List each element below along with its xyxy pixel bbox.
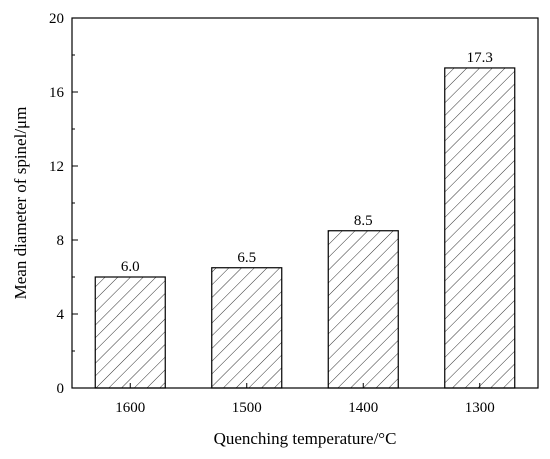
x-tick-label-1400: 1400 (348, 400, 378, 416)
data-label-1400: 8.5 (354, 213, 373, 229)
data-label-1500: 6.5 (237, 250, 256, 266)
data-label-1300: 17.3 (467, 50, 493, 66)
y-tick-label-0: 0 (57, 381, 65, 397)
y-axis-label: Mean diameter of spinel/μm (11, 107, 30, 300)
y-tick-label-20: 20 (49, 11, 64, 27)
x-tick-label-1300: 1300 (465, 400, 495, 416)
bar-1300 (444, 67, 516, 389)
x-tick-label-1500: 1500 (232, 400, 262, 416)
data-labels-group: 6.0 6.5 8.5 17.3 (121, 50, 493, 275)
y-tick-label-12: 12 (49, 159, 64, 175)
y-tick-label-16: 16 (49, 85, 65, 101)
bar-1500 (211, 267, 283, 389)
y-tick-label-8: 8 (57, 233, 65, 249)
data-label-1600: 6.0 (121, 259, 140, 275)
x-tick-label-1600: 1600 (115, 400, 145, 416)
x-axis-label: Quenching temperature/°C (214, 429, 397, 448)
bars-group (94, 67, 516, 389)
y-tick-label-4: 4 (57, 307, 65, 323)
bar-1600 (94, 276, 166, 389)
x-axis-ticks: 1600 1500 1400 1300 (115, 383, 495, 416)
bar-1400 (327, 230, 399, 389)
y-axis-ticks: 0 4 8 12 16 20 (49, 11, 78, 397)
